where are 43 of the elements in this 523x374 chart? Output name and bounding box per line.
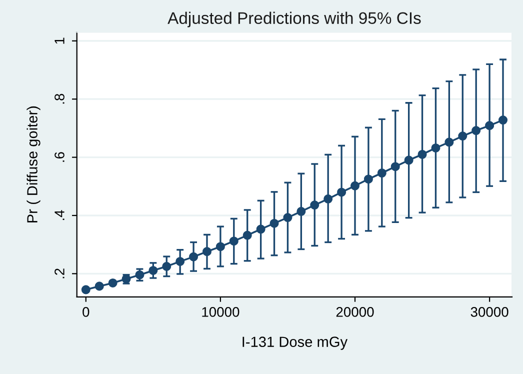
point — [81, 285, 90, 294]
point — [135, 270, 144, 280]
point — [108, 278, 118, 288]
y-tick-label: 1 — [54, 38, 64, 44]
point — [431, 143, 440, 152]
point — [485, 121, 494, 130]
point — [270, 218, 279, 228]
point — [296, 206, 306, 216]
y-axis-title: Pr ( Diffuse goiter) — [26, 106, 40, 222]
point — [324, 194, 333, 204]
point — [242, 230, 252, 240]
y-tick-label: .4 — [54, 210, 64, 220]
point — [202, 247, 212, 256]
x-tick-label: 10000 — [202, 307, 240, 317]
point — [337, 188, 346, 197]
point — [364, 174, 373, 184]
point — [283, 213, 292, 222]
point — [458, 132, 468, 141]
point — [162, 262, 172, 271]
point — [216, 242, 225, 252]
point — [229, 236, 238, 246]
y-tick-label: .8 — [54, 94, 64, 104]
point — [404, 156, 414, 165]
x-tick-label: 0 — [82, 307, 90, 317]
point — [498, 116, 508, 125]
point — [256, 224, 266, 234]
point — [472, 126, 481, 136]
chart-title: Adjusted Predictions with 95% CIs — [168, 12, 421, 28]
y-tick-label: .6 — [54, 152, 64, 162]
point — [176, 256, 185, 266]
point — [310, 200, 320, 210]
point — [189, 252, 198, 262]
x-tick-label: 20000 — [336, 307, 374, 317]
point — [377, 168, 386, 178]
point — [390, 162, 400, 172]
x-tick-label: 30000 — [470, 307, 508, 317]
point — [444, 138, 454, 147]
point — [94, 282, 104, 291]
point — [148, 266, 158, 275]
point — [350, 181, 360, 190]
point — [418, 150, 427, 159]
x-axis-title: I-131 Dose mGy — [242, 336, 348, 350]
y-tick-label: .2 — [54, 268, 64, 278]
